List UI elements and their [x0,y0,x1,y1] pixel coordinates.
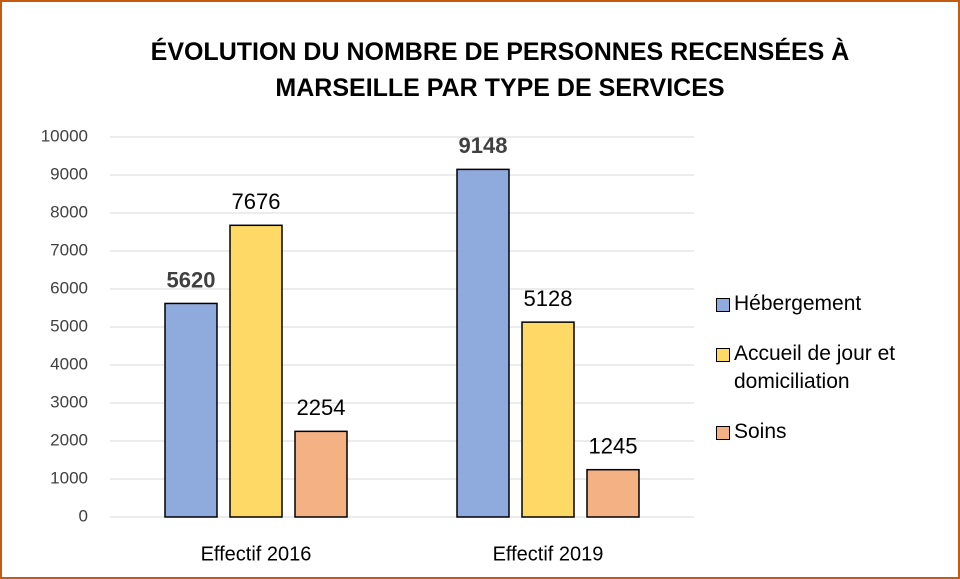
legend-label: Accueil de jour et domiciliation [734,342,896,393]
legend-label: Soins [734,420,787,443]
legend-item: Accueil de jour et domiciliation [712,340,932,396]
legend-swatch [716,426,730,440]
data-label: 5128 [524,286,573,311]
bar [521,321,575,518]
bar [164,302,218,518]
y-tick-label: 10000 [41,126,88,145]
y-tick-label: 9000 [50,164,88,183]
y-tick-label: 4000 [50,354,88,373]
data-label: 1245 [589,434,638,459]
x-tick-label: Effectif 2016 [201,543,312,565]
data-label: 5620 [167,267,216,292]
bar [456,168,510,518]
data-label: 7676 [232,189,281,214]
legend-item: Soins [712,418,932,446]
y-tick-label: 1000 [50,468,88,487]
bar [586,468,640,518]
bar [229,224,283,518]
bar [294,430,348,518]
y-tick-label: 7000 [50,240,88,259]
legend-swatch [716,298,730,312]
legend-label: Hébergement [734,292,862,315]
y-tick-label: 2000 [50,430,88,449]
data-label: 9148 [459,133,508,158]
data-label: 2254 [297,395,346,420]
y-tick-label: 0 [79,506,88,525]
y-tick-label: 8000 [50,202,88,221]
legend-swatch [716,348,730,362]
y-tick-label: 6000 [50,278,88,297]
y-tick-label: 5000 [50,316,88,335]
chart-title: ÉVOLUTION DU NOMBRE DE PERSONNES RECENSÉ… [150,38,850,102]
y-tick-label: 3000 [50,392,88,411]
legend: Hébergement Accueil de jour et domiciliat… [712,290,932,468]
legend-item: Hébergement [712,290,932,318]
x-tick-label: Effectif 2019 [493,543,604,565]
